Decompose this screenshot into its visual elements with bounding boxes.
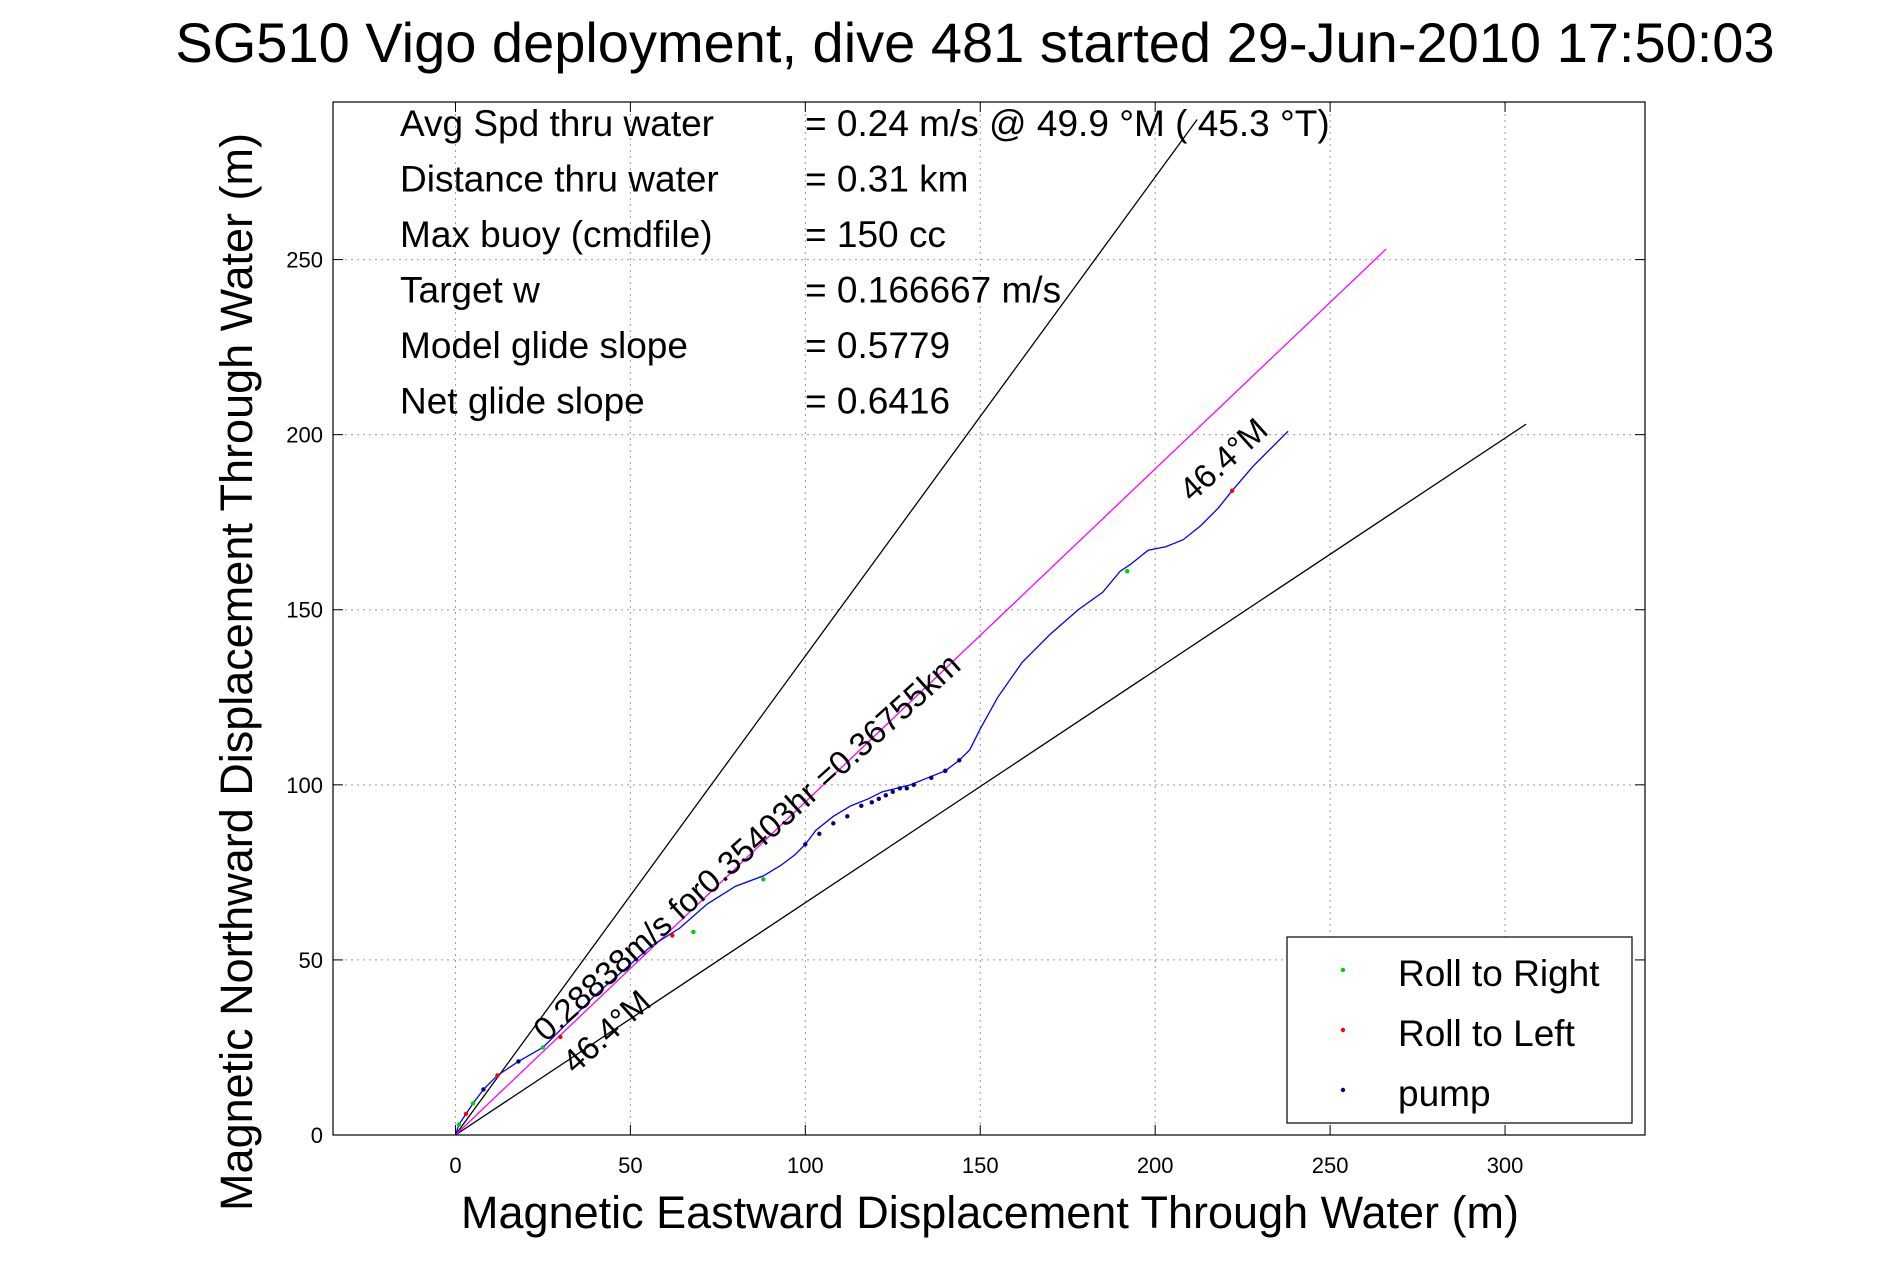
legend-label: Roll to Left <box>1398 1013 1576 1054</box>
y-tick-label: 250 <box>286 248 323 273</box>
x-tick-label: 150 <box>962 1153 999 1178</box>
legend-marker <box>1340 1027 1346 1033</box>
roll-left-marker <box>463 1111 469 1117</box>
info-label: Target w <box>400 270 540 311</box>
info-panel: Avg Spd thru water = 0.24 m/s @ 49.9 °M (… <box>400 103 1330 422</box>
roll-right-marker <box>456 1122 462 1127</box>
roll-right-marker <box>761 877 766 882</box>
annotations: 0.28838m/s for0.35403hr =0.36755km46.4°M… <box>526 410 1275 1080</box>
current-track-line <box>455 248 1387 1136</box>
roll-left-marker <box>558 1034 563 1040</box>
pump-marker <box>904 786 909 791</box>
pump-marker <box>897 786 902 791</box>
pump-marker <box>817 831 822 837</box>
roll-left-marker <box>495 1073 500 1078</box>
pump-marker <box>481 1087 486 1092</box>
x-tick-label: 0 <box>449 1153 461 1178</box>
track-series-line <box>454 430 1289 1136</box>
pump-marker <box>957 758 962 763</box>
y-tick-label: 0 <box>311 1123 323 1148</box>
speed-annotation: 0.28838m/s for0.35403hr =0.36755km <box>526 646 967 1049</box>
roll-right-marker <box>470 1101 476 1106</box>
pump-marker <box>859 803 864 809</box>
roll-left-marker <box>670 933 675 938</box>
roll-right-marker <box>691 929 696 935</box>
legend-label: pump <box>1398 1073 1491 1114</box>
info-value: = 0.166667 m/s <box>805 270 1061 311</box>
pump-marker <box>890 789 895 795</box>
info-label: Avg Spd thru water <box>400 103 714 144</box>
reference-lines <box>454 119 1527 1136</box>
pump-marker <box>883 793 888 798</box>
y-tick-label: 50 <box>299 948 323 973</box>
pump-marker <box>929 775 934 781</box>
x-tick-label: 100 <box>787 1153 824 1178</box>
info-label: Model glide slope <box>400 325 688 366</box>
pump-marker <box>831 821 836 826</box>
pump-marker <box>943 768 948 774</box>
pump-marker <box>876 796 881 802</box>
legend: Roll to Right Roll to Left pump <box>1286 936 1633 1124</box>
info-value: = 0.6416 <box>805 381 950 422</box>
info-label: Net glide slope <box>400 381 645 422</box>
plot-frame <box>332 101 1646 1136</box>
axis-ticks: 0 50 100 150 200 250 300 0 50 100 150 200 250 <box>286 102 1645 1178</box>
series-lines <box>454 430 1289 1136</box>
x-tick-label: 250 <box>1312 1153 1349 1178</box>
y-tick-label: 150 <box>286 598 323 623</box>
x-tick-label: 300 <box>1487 1153 1524 1178</box>
info-value: = 150 cc <box>805 214 946 255</box>
roll-right-marker <box>1124 569 1130 574</box>
x-tick-label: 50 <box>618 1153 642 1178</box>
info-label: Max buoy (cmdfile) <box>400 214 713 255</box>
x-tick-label: 200 <box>1137 1153 1174 1178</box>
chart-title: SG510 Vigo deployment, dive 481 started … <box>175 11 1774 74</box>
roll-left-marker <box>1229 488 1235 493</box>
roll-right-marker <box>649 943 654 949</box>
pump-marker <box>911 782 916 788</box>
info-value: = 0.5779 <box>805 325 950 366</box>
pump-marker <box>803 842 808 847</box>
info-value: = 0.31 km <box>805 159 969 200</box>
y-tick-label: 100 <box>286 773 323 798</box>
y-tick-label: 200 <box>286 423 323 448</box>
pump-marker <box>516 1059 521 1064</box>
x-axis-label: Magnetic Eastward Displacement Through W… <box>461 1187 1519 1238</box>
pump-marker <box>869 800 874 805</box>
lower-bound-line <box>455 423 1527 1136</box>
marker-points <box>456 488 1235 1127</box>
pump-marker <box>845 814 850 819</box>
upper-bound-line <box>454 119 1198 1136</box>
legend-marker <box>1340 1087 1346 1093</box>
legend-marker <box>1340 967 1346 973</box>
y-axis-label: Magnetic Northward Displacement Through … <box>211 133 262 1211</box>
roll-right-marker <box>540 1045 546 1050</box>
info-value: = 0.24 m/s @ 49.9 °M ( 45.3 °T) <box>805 103 1330 144</box>
info-label: Distance thru water <box>400 159 719 200</box>
legend-label: Roll to Right <box>1398 953 1600 994</box>
